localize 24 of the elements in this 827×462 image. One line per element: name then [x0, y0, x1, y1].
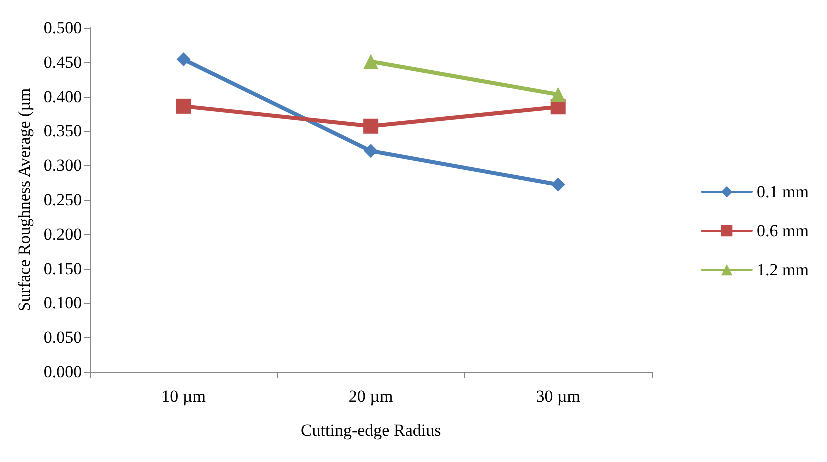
- y-axis-title: Surface Roughness Average (µm: [15, 88, 34, 312]
- x-tick-label: 30 µm: [536, 387, 580, 406]
- point: [364, 144, 378, 158]
- y-tick-label: 0.500: [44, 18, 82, 38]
- point: [551, 178, 566, 192]
- legend-label: 1.2 mm: [757, 260, 810, 280]
- x-tick-label: 20 µm: [348, 387, 394, 406]
- point: [364, 118, 379, 134]
- x-axis-title: Cutting-edge Radius: [300, 421, 442, 440]
- y-tick-label: 0.300: [44, 156, 82, 176]
- y-tick-label: 0.250: [44, 190, 82, 210]
- y-tick-label: 0.050: [44, 328, 82, 348]
- legend-label: 0.1 mm: [757, 182, 810, 202]
- x-tick-label: 10 µm: [162, 387, 206, 406]
- y-tick-label: 0.000: [44, 362, 82, 382]
- y-tick-label: 0.350: [44, 122, 82, 141]
- legend-label: 0.6 mm: [757, 222, 810, 240]
- y-tick-label: 0.200: [44, 224, 82, 244]
- point: [176, 52, 191, 67]
- y-tick-label: 0.150: [44, 259, 82, 278]
- y-tick-label: 0.100: [44, 294, 82, 313]
- y-tick-label: 0.450: [44, 52, 82, 72]
- y-tick-label: 0.400: [44, 87, 82, 106]
- point: [176, 98, 192, 114]
